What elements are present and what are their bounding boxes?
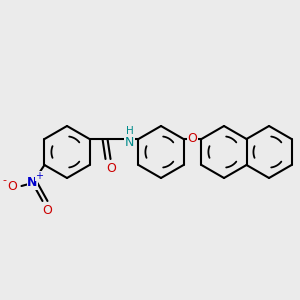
- Text: -: -: [2, 175, 7, 185]
- Text: +: +: [35, 171, 44, 181]
- Text: O: O: [106, 161, 116, 175]
- Text: H: H: [126, 126, 134, 136]
- Text: O: O: [188, 133, 197, 146]
- Text: O: O: [43, 203, 52, 217]
- Text: N: N: [27, 176, 38, 190]
- Text: N: N: [125, 136, 134, 148]
- Text: O: O: [8, 179, 17, 193]
